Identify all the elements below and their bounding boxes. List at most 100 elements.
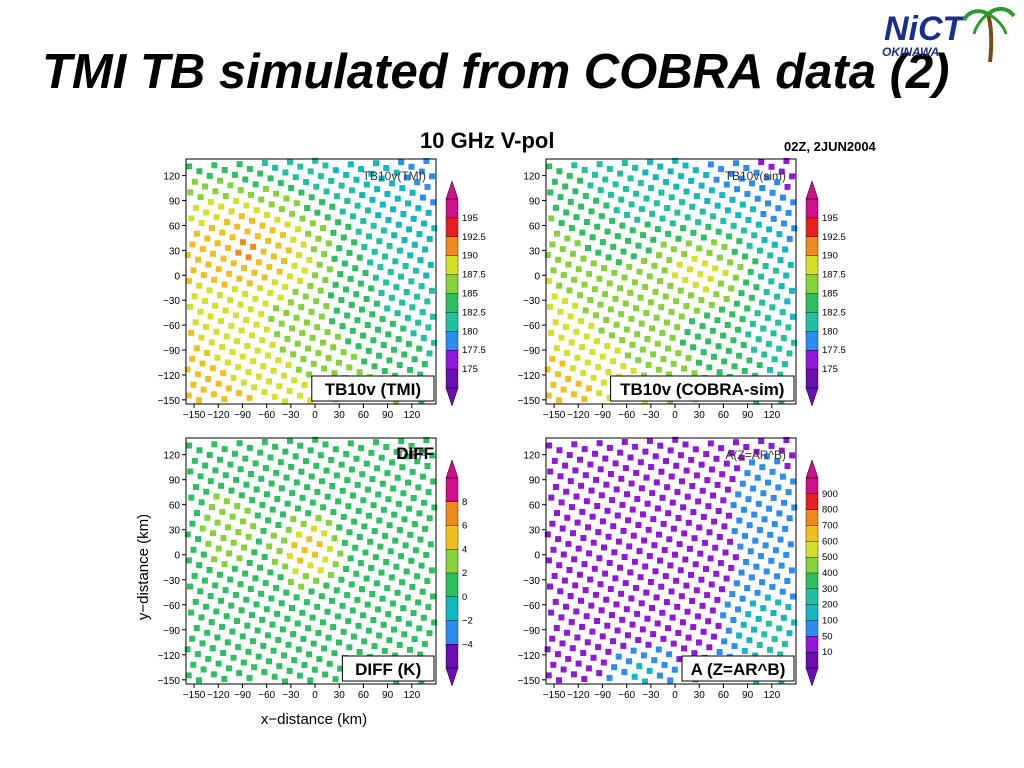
swath-pixel bbox=[365, 347, 372, 354]
swath-pixel bbox=[371, 643, 378, 650]
swath-pixel bbox=[391, 346, 397, 353]
y-tick-label: 30 bbox=[529, 526, 541, 537]
swath-pixel bbox=[567, 313, 574, 320]
swath-pixel bbox=[332, 446, 339, 453]
colorbar-tick-label: 0 bbox=[462, 592, 467, 603]
swath-pixel bbox=[547, 189, 554, 196]
x-tick-label: −90 bbox=[234, 690, 251, 701]
swath-pixel bbox=[199, 640, 206, 647]
swath-pixel bbox=[387, 268, 394, 275]
swath-pixel bbox=[193, 625, 200, 631]
swath-pixel bbox=[568, 339, 575, 346]
swath-pixel bbox=[789, 452, 796, 459]
swath-pixel bbox=[711, 518, 718, 525]
swath-pixel bbox=[619, 501, 626, 508]
swath-pixel bbox=[595, 249, 602, 256]
swath-pixel bbox=[781, 640, 788, 647]
swath-pixel bbox=[667, 562, 674, 569]
swath-pixel bbox=[313, 298, 320, 305]
swath-pixel bbox=[751, 232, 758, 239]
swath-pixel bbox=[699, 323, 706, 330]
swath-pixel bbox=[555, 536, 562, 543]
swath-pixel bbox=[658, 468, 665, 475]
swath-pixel bbox=[359, 306, 365, 313]
swath-pixel bbox=[372, 274, 379, 281]
swath-pixel bbox=[640, 652, 647, 659]
swath-pixel bbox=[191, 572, 198, 579]
swath-pixel bbox=[307, 168, 314, 175]
colorbar-segment bbox=[805, 236, 819, 257]
swath-pixel bbox=[672, 157, 679, 164]
swath-pixel bbox=[668, 194, 675, 201]
swath-pixel bbox=[564, 514, 571, 521]
swath-pixel bbox=[403, 568, 410, 575]
swath-pixel bbox=[350, 492, 356, 499]
swath-pixel bbox=[665, 625, 671, 632]
palm-tree-icon bbox=[962, 7, 1016, 63]
y-tick-label: −90 bbox=[523, 346, 540, 357]
swath-pixel bbox=[589, 348, 596, 355]
swath-pixel bbox=[321, 530, 328, 537]
colorbar-segment bbox=[445, 312, 459, 332]
swath-pixel bbox=[558, 334, 565, 341]
swath-pixel bbox=[389, 459, 395, 466]
swath-pixel bbox=[313, 577, 320, 584]
swath-pixel bbox=[261, 669, 268, 675]
swath-pixel bbox=[300, 520, 307, 527]
swath-pixel bbox=[575, 660, 582, 667]
y-tick-label: −60 bbox=[523, 601, 540, 612]
swath-pixel bbox=[196, 397, 202, 404]
swath-pixel bbox=[785, 324, 792, 331]
swath-pixel bbox=[261, 439, 268, 445]
swath-pixel bbox=[260, 642, 267, 649]
swath-pixel bbox=[260, 248, 267, 255]
swath-pixel bbox=[230, 260, 237, 267]
swath-pixel bbox=[373, 300, 380, 307]
swath-pixel bbox=[257, 564, 263, 571]
y-tick-label: 0 bbox=[174, 271, 180, 282]
swath-pixel bbox=[292, 568, 299, 575]
colorbar-segment bbox=[445, 525, 459, 550]
swath-pixel bbox=[733, 300, 740, 307]
swath-pixel bbox=[331, 650, 338, 657]
swath-pixel bbox=[269, 227, 276, 234]
swath-pixel bbox=[197, 473, 204, 480]
swath-pixel bbox=[584, 639, 591, 646]
swath-pixel bbox=[187, 189, 194, 196]
swath-pixel bbox=[753, 563, 760, 570]
swath-pixel bbox=[667, 447, 674, 454]
swath-pixel bbox=[661, 662, 668, 668]
swath-pixel bbox=[684, 329, 691, 335]
swath-pixel bbox=[637, 459, 644, 466]
swath-pixel bbox=[222, 193, 229, 199]
swath-pixel bbox=[431, 504, 438, 511]
swath-pixel bbox=[747, 268, 754, 275]
swath-pixel bbox=[696, 639, 702, 646]
swath-pixel bbox=[237, 581, 244, 588]
swath-pixel bbox=[410, 215, 417, 222]
swath-pixel bbox=[227, 461, 234, 468]
swath-pixel bbox=[383, 279, 390, 286]
colorbar-tick-label: 185 bbox=[462, 289, 478, 300]
swath-pixel bbox=[253, 601, 260, 608]
swath-pixel bbox=[678, 313, 685, 320]
swath-pixel bbox=[564, 235, 571, 242]
swath-pixel bbox=[692, 167, 699, 174]
swath-pixel bbox=[668, 308, 675, 315]
swath-pixel bbox=[771, 636, 778, 643]
swath-pixel bbox=[294, 340, 301, 347]
swath-pixel bbox=[690, 509, 697, 516]
swath-pixel bbox=[565, 540, 572, 547]
swath-pixel bbox=[733, 160, 739, 167]
swath-pixel bbox=[389, 600, 396, 607]
panel-label-box bbox=[311, 375, 435, 402]
swath-pixel bbox=[572, 302, 579, 309]
y-tick-label: −120 bbox=[157, 651, 180, 662]
swath-pixel bbox=[741, 368, 748, 374]
swath-pixel bbox=[580, 650, 587, 656]
swath-pixel bbox=[207, 313, 214, 320]
swath-pixel bbox=[610, 638, 616, 645]
swath-pixel bbox=[573, 493, 580, 500]
swath-pixel bbox=[220, 535, 227, 541]
swath-pixel bbox=[594, 618, 600, 624]
